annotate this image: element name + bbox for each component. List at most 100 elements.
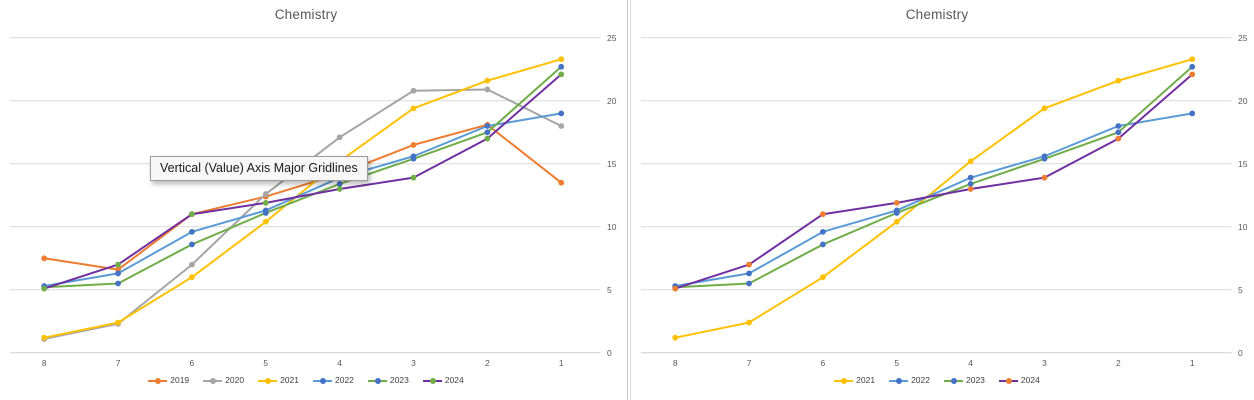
data-point[interactable] (746, 261, 752, 268)
data-point[interactable] (1115, 77, 1122, 84)
data-point[interactable] (967, 174, 974, 181)
series-2023[interactable] (672, 63, 1196, 291)
data-point[interactable] (967, 181, 974, 187)
data-point[interactable] (484, 129, 491, 136)
data-point[interactable] (558, 56, 565, 63)
legend-item-2019[interactable]: 2019 (148, 375, 189, 385)
data-point[interactable] (746, 270, 752, 277)
data-point[interactable] (410, 174, 417, 181)
data-point[interactable] (820, 274, 826, 281)
data-point[interactable] (115, 270, 121, 277)
data-point[interactable] (672, 334, 679, 341)
chart-title[interactable]: Chemistry (274, 7, 338, 22)
data-point[interactable] (558, 123, 565, 129)
series-line-2023[interactable] (43, 65, 563, 289)
data-point[interactable] (558, 71, 565, 78)
data-point[interactable] (189, 261, 195, 268)
data-point[interactable] (189, 211, 195, 218)
series-line-2023[interactable] (674, 65, 1194, 289)
data-point[interactable] (820, 241, 826, 248)
legend-item-2022[interactable]: 2022 (889, 375, 930, 385)
data-point[interactable] (746, 280, 752, 287)
legend-item-2021[interactable]: 2021 (834, 375, 875, 385)
legend-marker-icon (944, 377, 963, 384)
data-point[interactable] (41, 255, 48, 262)
plot-area[interactable]: 0 5 10 15 20 25 8 7 6 5 4 3 2 1 (0, 0, 627, 400)
data-point[interactable] (115, 280, 121, 287)
data-point[interactable] (262, 199, 269, 206)
series-2022[interactable] (672, 110, 1196, 289)
data-point[interactable] (967, 158, 974, 165)
legend-item-2020[interactable]: 2020 (203, 375, 244, 385)
legend-label: 2020 (225, 375, 245, 385)
data-point[interactable] (41, 285, 48, 292)
legend-item-2024[interactable]: 2024 (422, 375, 464, 385)
chart-title[interactable]: Chemistry (905, 7, 969, 22)
plot-area[interactable]: 0 5 10 15 20 25 8 7 6 5 4 3 2 1 (631, 0, 1254, 400)
data-point[interactable] (410, 105, 417, 112)
data-point[interactable] (893, 210, 900, 216)
legend-item-2024[interactable]: 2024 (998, 375, 1040, 385)
data-point[interactable] (1189, 56, 1196, 63)
data-point[interactable] (558, 110, 565, 117)
legend-item-2023[interactable]: 2023 (367, 375, 409, 385)
data-point[interactable] (1189, 63, 1196, 70)
data-point[interactable] (262, 218, 269, 225)
data-point[interactable] (1189, 110, 1196, 117)
data-point[interactable] (189, 228, 195, 235)
data-point[interactable] (336, 181, 343, 187)
data-point[interactable] (410, 142, 417, 148)
series-2024[interactable] (672, 71, 1196, 292)
series-line-2021[interactable] (674, 58, 1194, 339)
series-line-2024[interactable] (43, 73, 563, 290)
series-2019[interactable] (41, 121, 565, 273)
data-point[interactable] (115, 261, 121, 268)
series-line-2024[interactable] (674, 73, 1194, 290)
data-point[interactable] (558, 63, 565, 70)
series-line-2019[interactable] (43, 123, 563, 271)
legend-item-2023[interactable]: 2023 (944, 375, 985, 385)
chart-panel-left[interactable]: Chemistry 0 5 10 15 20 25 8 7 6 5 4 3 2 1 2019 2020 202… (0, 0, 627, 400)
data-point[interactable] (484, 135, 491, 142)
data-point[interactable] (189, 274, 195, 281)
series-2024[interactable] (41, 71, 565, 292)
legend-item-2021[interactable]: 2021 (258, 375, 299, 385)
series-line-2021[interactable] (43, 58, 563, 339)
data-point[interactable] (262, 210, 269, 216)
data-point[interactable] (484, 86, 491, 93)
legend-marker-icon (203, 377, 223, 384)
data-point[interactable] (336, 134, 343, 141)
data-point[interactable] (967, 186, 974, 192)
data-point[interactable] (893, 218, 900, 225)
data-point[interactable] (1041, 105, 1048, 112)
legend-label: 2021 (856, 375, 876, 385)
data-point[interactable] (484, 77, 491, 84)
x-tick-label: 7 (747, 358, 752, 368)
chart-panel-right[interactable]: Chemistry 0 5 10 15 20 25 8 7 6 5 4 3 2 1 2021 2022 202… (631, 0, 1254, 400)
data-point[interactable] (410, 155, 417, 162)
data-point[interactable] (484, 123, 491, 129)
data-point[interactable] (189, 241, 195, 248)
data-point[interactable] (558, 179, 565, 186)
data-point[interactable] (1115, 135, 1122, 142)
series-line-2022[interactable] (674, 112, 1194, 288)
data-point[interactable] (1041, 155, 1048, 162)
data-point[interactable] (820, 228, 826, 235)
data-point[interactable] (820, 211, 826, 218)
data-point[interactable] (115, 319, 121, 326)
data-point[interactable] (672, 285, 679, 292)
legend-item-2022[interactable]: 2022 (313, 375, 354, 385)
series-2021[interactable] (672, 56, 1196, 341)
data-point[interactable] (410, 87, 417, 94)
data-point[interactable] (1041, 174, 1048, 181)
data-point[interactable] (1189, 71, 1196, 78)
data-point[interactable] (1115, 123, 1122, 129)
data-point[interactable] (262, 191, 269, 197)
data-point[interactable] (893, 199, 900, 206)
data-point[interactable] (1115, 129, 1122, 136)
series-line-2022[interactable] (43, 112, 563, 288)
data-point[interactable] (746, 319, 752, 326)
data-point[interactable] (336, 186, 343, 192)
legend-marker-icon (367, 377, 387, 384)
data-point[interactable] (41, 334, 48, 341)
